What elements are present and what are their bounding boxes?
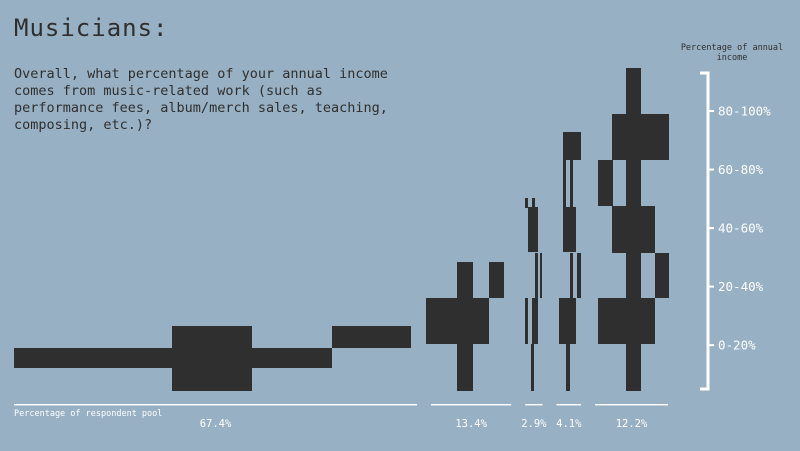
glyph-block-group-4 <box>566 344 570 391</box>
group-share-label: 12.2% <box>616 418 648 430</box>
glyph-block-group-4 <box>563 160 566 207</box>
glyph-block-group-3 <box>532 198 535 208</box>
glyph-block-group-3 <box>531 344 534 391</box>
glyph-block-group-5 <box>612 114 669 160</box>
glyph-block-group-4 <box>577 253 581 298</box>
baseline-group-1 <box>14 404 418 406</box>
y-axis-title: Percentage of annual income <box>680 43 784 63</box>
glyph-block-group-1 <box>252 348 332 368</box>
glyph-block-group-1 <box>172 326 252 391</box>
glyph-block-group-3 <box>525 198 528 208</box>
glyph-block-group-5 <box>626 68 641 114</box>
glyph-block-group-2 <box>426 298 489 344</box>
glyph-block-group-5 <box>626 253 641 298</box>
baseline-group-2 <box>431 404 512 406</box>
glyph-block-group-3 <box>532 298 538 344</box>
glyph-block-group-3 <box>535 253 538 298</box>
glyph-block-group-3 <box>528 207 538 252</box>
baseline-group-5 <box>595 404 668 406</box>
glyph-block-group-1 <box>14 348 172 368</box>
glyph-block-group-5 <box>612 206 655 253</box>
axis-tick-label: 20-40% <box>718 279 764 294</box>
group-share-label: 67.4% <box>200 418 232 430</box>
glyph-block-group-4 <box>570 253 573 298</box>
glyph-block-group-4 <box>559 298 576 344</box>
glyph-block-group-5 <box>598 160 613 206</box>
axis-tick-label: 40-60% <box>718 221 764 236</box>
x-axis-title: Percentage of respondent pool <box>14 409 163 419</box>
chart-title: Musicians: <box>14 14 169 42</box>
group-share-label: 2.9% <box>521 418 547 430</box>
glyph-block-group-5 <box>626 160 641 206</box>
glyph-block-group-2 <box>457 262 473 298</box>
glyph-block-group-4 <box>563 207 576 252</box>
group-share-label: 4.1% <box>556 418 582 430</box>
group-share-label: 13.4% <box>455 418 487 430</box>
survey-question: Overall, what percentage of your annual … <box>14 66 388 133</box>
baseline-group-3 <box>525 404 543 406</box>
glyph-block-group-5 <box>655 253 669 298</box>
income-glyphs <box>14 68 669 391</box>
glyph-block-group-3 <box>525 298 528 344</box>
glyph-block-group-5 <box>626 344 641 391</box>
axis-tick-label: 80-100% <box>718 104 771 119</box>
glyph-block-group-4 <box>563 132 581 160</box>
glyph-block-group-4 <box>570 160 573 207</box>
axis-tick-label: 60-80% <box>718 162 764 177</box>
axis-tick-label: 0-20% <box>718 338 756 353</box>
glyph-block-group-5 <box>598 298 655 344</box>
group-baselines <box>14 404 668 406</box>
income-axis: 0-20% 20-40% 40-60% 60-80% 80-100% <box>700 71 771 391</box>
glyph-block-group-1 <box>332 326 411 348</box>
glyph-block-group-3 <box>540 253 542 298</box>
group-share-labels: 67.4% 13.4% 2.9% 4.1% 12.2% <box>200 418 648 430</box>
glyph-block-group-2 <box>489 262 504 298</box>
glyph-block-group-2 <box>457 344 473 391</box>
baseline-group-4 <box>556 404 582 406</box>
